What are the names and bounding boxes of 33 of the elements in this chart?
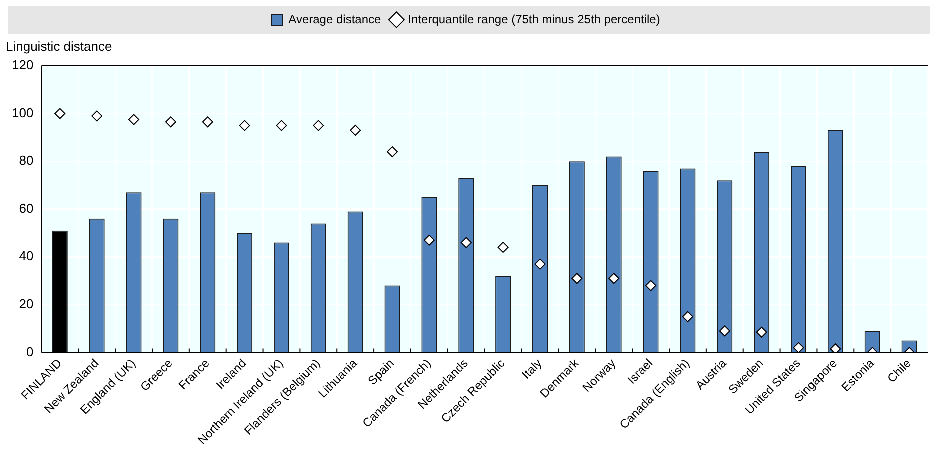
point: [128, 114, 140, 126]
point: [350, 125, 362, 136]
point: [54, 108, 66, 120]
point: [387, 146, 398, 158]
y-axis-title: Linguistic distance: [6, 39, 112, 54]
point: [239, 120, 250, 132]
point: [276, 120, 288, 132]
point: [572, 273, 583, 284]
y-tick-label: 80: [19, 153, 34, 168]
point: [498, 242, 509, 254]
point: [646, 280, 657, 292]
point: [756, 326, 768, 338]
y-tick-label: 0: [26, 344, 34, 360]
point: [719, 326, 730, 337]
y-tick-label: 100: [12, 105, 34, 120]
legend-label: Average distance: [288, 12, 382, 26]
point: [608, 273, 620, 284]
point: [313, 120, 324, 132]
y-tick-label: 20: [19, 296, 34, 312]
y-tick-label: 40: [19, 248, 34, 264]
point: [830, 344, 842, 353]
point: [202, 116, 214, 128]
x-tick-label: Italy: [519, 356, 545, 382]
y-tick-label: 120: [12, 58, 34, 73]
point: [165, 116, 176, 128]
point: [460, 237, 472, 248]
point: [793, 342, 804, 353]
point: [534, 258, 546, 270]
point: [92, 110, 103, 122]
legend-label: Interquantile range (75th minus 25th percentile): [408, 12, 660, 26]
y-tick-label: 60: [19, 200, 34, 216]
point: [682, 311, 694, 322]
point: [424, 234, 435, 246]
